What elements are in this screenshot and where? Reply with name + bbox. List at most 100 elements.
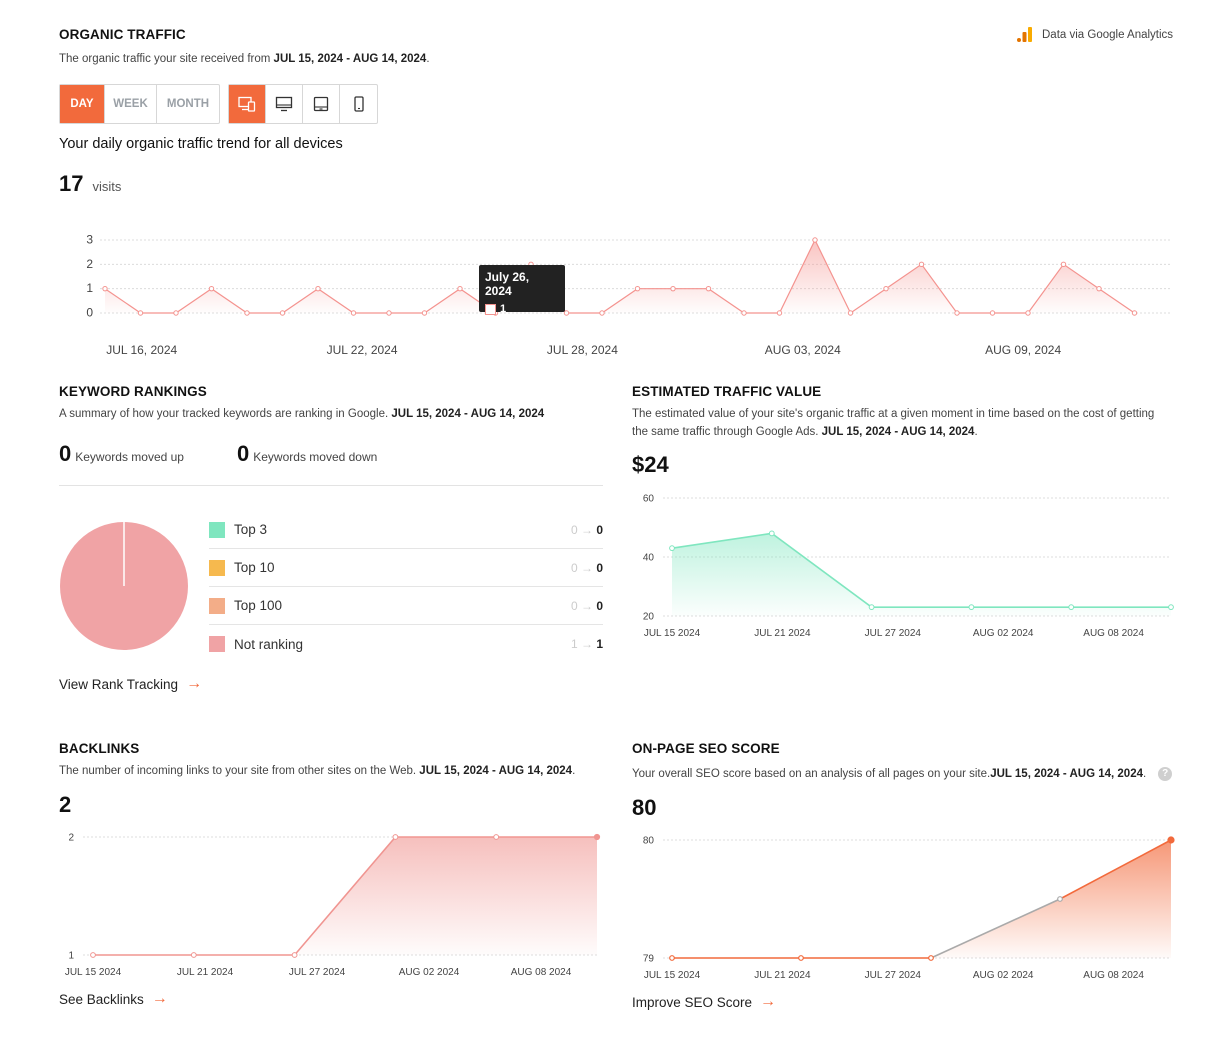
data-point[interactable] xyxy=(1057,896,1063,902)
keyword-desc-text: A summary of how your tracked keywords a… xyxy=(59,408,392,420)
view-rank-tracking-link[interactable]: View Rank Tracking → xyxy=(59,675,202,693)
data-point[interactable] xyxy=(928,955,934,961)
backlinks-chart: 1 2 JUL 15 2024 JUL 21 2024 JUL 27 2024 AUG … xyxy=(65,833,601,978)
period-day-button[interactable]: DAY xyxy=(60,85,105,123)
data-point[interactable] xyxy=(279,310,286,316)
data-point[interactable] xyxy=(1131,310,1138,316)
data-point[interactable] xyxy=(670,285,676,292)
data-point[interactable] xyxy=(954,310,960,316)
desktop-button[interactable] xyxy=(266,85,303,123)
top-3-swatch xyxy=(209,521,225,538)
data-point[interactable] xyxy=(102,285,108,292)
organic-traffic-chart: 0 1 2 3 JUL 16, 2024 JUL 22, 2024 JUL 28, 202… xyxy=(86,233,1170,357)
x-tick-label: JUL 15 2024 xyxy=(644,628,701,639)
help-icon[interactable]: ? xyxy=(1158,767,1173,781)
data-point[interactable] xyxy=(1168,604,1174,611)
y-tick-label: 79 xyxy=(643,954,655,965)
period-month-button[interactable]: MONTH xyxy=(166,98,210,110)
data-point[interactable] xyxy=(1068,604,1075,611)
data-point[interactable] xyxy=(386,310,392,316)
see-backlinks-link[interactable]: See Backlinks → xyxy=(59,990,168,1008)
data-point[interactable] xyxy=(190,952,197,958)
data-point[interactable] xyxy=(812,237,818,243)
organic-total: 17 visits xyxy=(59,171,121,197)
x-tick-label: JUL 27 2024 xyxy=(865,628,922,639)
tablet-icon xyxy=(313,96,329,112)
y-tick-label: 80 xyxy=(643,836,655,847)
data-point[interactable] xyxy=(315,285,321,292)
data-point[interactable] xyxy=(291,952,298,958)
keyword-rankings-title: KEYWORD RANKINGS xyxy=(59,384,207,399)
traffic-value-line xyxy=(671,532,1171,608)
data-point[interactable] xyxy=(392,834,399,840)
device-toggle xyxy=(228,84,378,124)
organic-total-unit: visits xyxy=(92,179,122,194)
ranking-to: 0 xyxy=(596,560,603,575)
keyword-date-range: JUL 15, 2024 - AUG 14, 2024 xyxy=(391,408,545,420)
data-point[interactable] xyxy=(741,310,747,316)
data-point[interactable] xyxy=(669,545,675,552)
ranking-row-top-100: Top 100 0 → 0 xyxy=(209,587,603,625)
seo-score-chart: 79 80 JUL 15 2024 JUL 21 2024 JUL 27 2024 AU… xyxy=(643,836,1175,981)
data-point[interactable] xyxy=(350,310,357,316)
data-point[interactable] xyxy=(1025,310,1031,316)
ranking-from: 1 xyxy=(570,637,578,651)
data-point[interactable] xyxy=(968,604,975,611)
seo-score-title: ON-PAGE SEO SCORE xyxy=(632,741,780,756)
data-point[interactable] xyxy=(563,310,570,316)
x-tick-label: JUL 21 2024 xyxy=(754,970,811,981)
x-tick-label: JUL 22, 2024 xyxy=(327,343,398,357)
ranking-to: 0 xyxy=(596,522,603,537)
data-point[interactable] xyxy=(90,952,96,958)
x-tick-label: AUG 08 2024 xyxy=(1083,628,1144,639)
organic-desc-text: The organic traffic your site received f… xyxy=(59,53,274,65)
data-point[interactable] xyxy=(1060,261,1067,268)
x-tick-label: JUL 16, 2024 xyxy=(106,343,177,357)
ranking-row-values: 0 → 0 xyxy=(570,560,603,575)
ranking-to: 1 xyxy=(596,637,603,651)
data-point[interactable] xyxy=(244,310,250,316)
data-point[interactable] xyxy=(208,285,215,292)
data-point[interactable] xyxy=(776,310,783,316)
tooltip-value: 1 xyxy=(500,303,507,315)
data-point[interactable] xyxy=(798,955,804,961)
data-point[interactable] xyxy=(669,955,675,961)
data-point[interactable] xyxy=(493,834,500,840)
seo-score-value: 80 xyxy=(632,795,657,820)
tooltip-date: July 26, 2024 xyxy=(485,270,530,298)
x-tick-label: AUG 02 2024 xyxy=(973,628,1034,639)
data-point[interactable] xyxy=(989,310,996,316)
data-point[interactable] xyxy=(634,285,641,292)
x-tick-label: JUL 15 2024 xyxy=(65,967,122,978)
traffic-value-amount: $24 xyxy=(632,452,669,477)
data-point[interactable] xyxy=(173,310,179,316)
mobile-button[interactable] xyxy=(340,85,377,123)
analytics-source-label: Data via Google Analytics xyxy=(1042,28,1174,41)
tablet-button[interactable] xyxy=(303,85,340,123)
y-tick-label: 1 xyxy=(68,951,74,962)
ranking-row-values: 0 → 0 xyxy=(570,598,603,613)
data-point[interactable] xyxy=(705,285,712,292)
data-point[interactable] xyxy=(868,604,875,611)
ranking-row-top-3: Top 3 0 → 0 xyxy=(209,511,603,549)
data-point[interactable] xyxy=(599,310,605,316)
data-point[interactable] xyxy=(137,310,144,316)
data-point[interactable] xyxy=(593,833,601,841)
y-tick-label: 2 xyxy=(68,833,74,844)
all-devices-button[interactable] xyxy=(229,85,266,123)
data-point[interactable] xyxy=(918,261,925,268)
desktop-icon xyxy=(275,96,293,112)
ranking-row-values: 1 → 1 xyxy=(570,637,603,651)
data-point[interactable] xyxy=(457,285,463,292)
data-point[interactable] xyxy=(883,285,889,292)
traffic-value-desc-line1: The estimated value of your site's organ… xyxy=(632,408,1155,420)
improve-seo-score-link[interactable]: Improve SEO Score → xyxy=(632,993,776,1011)
data-point[interactable] xyxy=(847,310,854,316)
period-week-button[interactable]: WEEK xyxy=(105,85,157,123)
data-point[interactable] xyxy=(1096,285,1102,292)
data-point[interactable] xyxy=(1167,836,1175,844)
data-point[interactable] xyxy=(768,530,775,537)
backlinks-title: BACKLINKS xyxy=(59,741,140,756)
data-point[interactable] xyxy=(421,310,428,316)
arrow-right-icon: → xyxy=(760,993,777,1010)
